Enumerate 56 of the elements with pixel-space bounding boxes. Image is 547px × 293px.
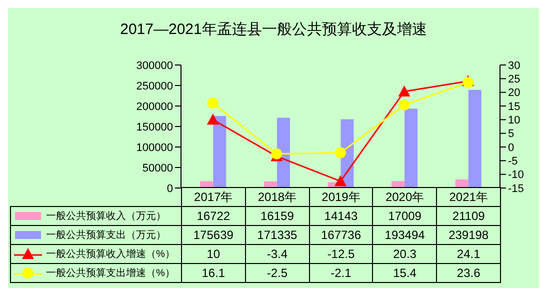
y2-tick-label: 15 <box>508 100 520 113</box>
data-label: -3.4 <box>245 244 310 264</box>
point <box>398 86 410 97</box>
data-label: 16722 <box>182 206 246 226</box>
point <box>334 175 346 186</box>
x-tick-label: 2020年 <box>372 188 437 206</box>
x-tick-label: 2018年 <box>245 188 310 206</box>
y-tick-label: 50000 <box>142 162 173 174</box>
legend-label: 一般公共预算支出增速（%） <box>10 264 182 282</box>
data-label: 193494 <box>372 226 437 244</box>
y2-tick-label: 0 <box>508 142 514 154</box>
y2-tick-label: 10 <box>508 114 520 127</box>
legend-label: 一般公共预算收入增速（%） <box>10 244 182 264</box>
y2-tick-label: 20 <box>508 87 520 100</box>
data-label: 21109 <box>436 206 500 226</box>
y-tick-label: 150000 <box>136 121 173 134</box>
bar <box>404 108 418 188</box>
point <box>335 147 346 158</box>
x-tick-label: 2017年 <box>182 188 246 206</box>
data-label: 167736 <box>309 226 373 244</box>
data-label: 171335 <box>245 226 310 244</box>
y2-tick-label: -15 <box>508 182 524 195</box>
y-tick-label: 100000 <box>136 142 173 154</box>
y2-tick-label: 25 <box>508 74 520 86</box>
data-label: -12.5 <box>309 244 373 264</box>
data-label: 20.3 <box>372 244 437 264</box>
y-tick-label: 0 <box>166 182 173 195</box>
data-label: 15.4 <box>372 264 437 282</box>
legend-label: 一般公共预算收入（万元） <box>10 206 182 226</box>
y2-tick-label: -5 <box>508 156 518 168</box>
y-tick-label: 300000 <box>136 60 173 72</box>
y2-tick-label: -10 <box>508 169 524 182</box>
data-label: 16159 <box>245 206 310 226</box>
data-label: 17009 <box>372 206 437 226</box>
chart-title: 2017—2021年孟连县一般公共预算收支及增速 <box>119 20 428 39</box>
point <box>207 97 218 108</box>
point <box>206 114 219 125</box>
bar <box>213 116 226 188</box>
data-label: 24.1 <box>436 244 500 264</box>
data-label: 239198 <box>436 226 500 244</box>
legend-label: 一般公共预算支出（万元） <box>10 226 182 244</box>
y-tick-label: 200000 <box>136 100 173 113</box>
data-label: 14143 <box>309 206 373 226</box>
data-label: 23.6 <box>436 264 500 282</box>
bar <box>468 90 482 188</box>
data-label: -2.5 <box>245 264 310 282</box>
point <box>398 99 410 110</box>
data-label: 175639 <box>182 226 246 244</box>
y2-tick-label: 30 <box>508 60 520 72</box>
data-label: -2.1 <box>309 264 373 282</box>
data-label: 16.1 <box>182 264 246 282</box>
x-tick-label: 2021年 <box>436 188 500 206</box>
y2-tick-label: 5 <box>508 128 514 140</box>
y-tick-label: 250000 <box>136 80 173 92</box>
x-tick-label: 2019年 <box>309 188 373 206</box>
data-label: 10 <box>182 244 246 264</box>
